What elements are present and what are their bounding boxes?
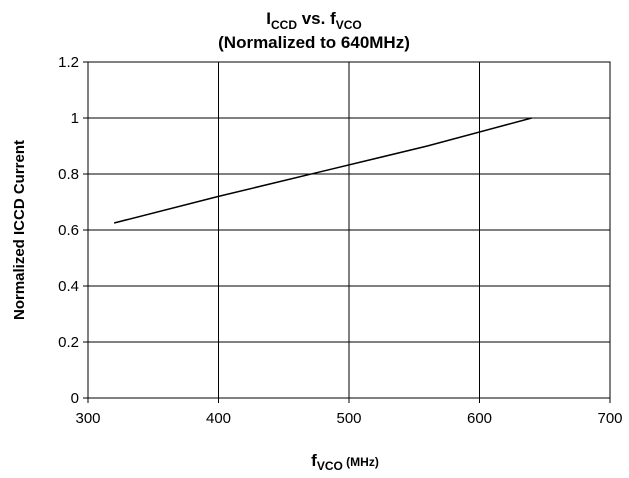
y-tick-label: 0.4 [58,278,79,295]
title-mid: vs. f [297,9,336,28]
grid [88,62,610,398]
y-axis-ticks: 0 0.2 0.4 0.6 0.8 1 1.2 [58,54,88,407]
x-axis-label: fVCO (MHz) [311,451,379,473]
series-layer [113,117,532,224]
y-tick-label: 1.2 [58,54,79,71]
x-tick-label: 700 [597,410,622,427]
chart-subtitle: (Normalized to 640MHz) [218,33,410,52]
chart-title: ICCD vs. fVCO [266,9,362,32]
x-tick-label: 600 [467,410,492,427]
x-axis-ticks: 300 400 500 600 700 [75,398,623,427]
title-mid-subscript: VCO [336,18,362,32]
x-axis-label-subscript: VCO [317,459,343,473]
y-tick-label: 0.6 [58,222,79,239]
title-main-subscript: CCD [271,18,297,32]
x-axis-label-main: f [311,451,317,470]
series-line [113,117,532,224]
x-tick-label: 300 [75,410,100,427]
y-tick-label: 0.8 [58,166,79,183]
title-main: I [266,9,271,28]
y-tick-label: 0 [71,390,79,407]
y-tick-label: 1 [71,110,79,127]
x-tick-label: 500 [336,410,361,427]
y-axis-label: Normalized ICCD Current [11,140,28,320]
x-axis-label-unit: (MHz) [343,455,379,469]
x-tick-label: 400 [206,410,231,427]
y-tick-label: 0.2 [58,334,79,351]
